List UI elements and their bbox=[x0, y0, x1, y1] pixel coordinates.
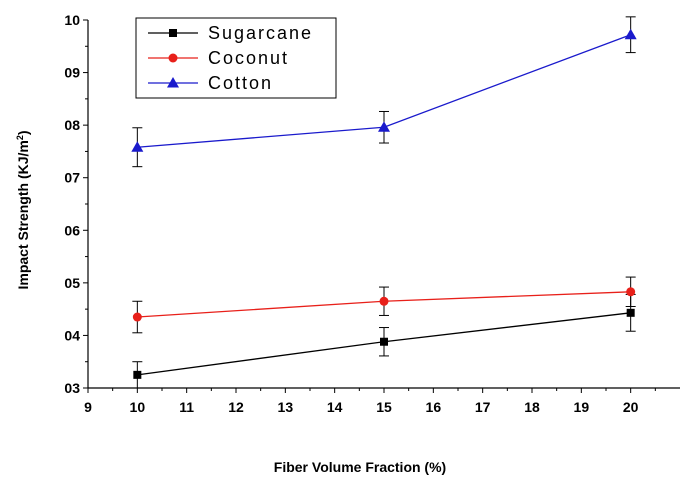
legend-item-sugarcane: Sugarcane bbox=[148, 23, 313, 43]
legend: Sugarcane Coconut Cotton bbox=[135, 17, 337, 99]
x-tick-label: 14 bbox=[327, 399, 343, 415]
legend-label-sugarcane: Sugarcane bbox=[208, 23, 313, 43]
legend-marker-cotton bbox=[167, 77, 179, 88]
y-tick-label: 03 bbox=[64, 380, 80, 396]
x-tick-label: 15 bbox=[376, 399, 392, 415]
data-point-coconut bbox=[379, 296, 389, 306]
x-tick-label: 18 bbox=[524, 399, 540, 415]
series-coconut bbox=[132, 276, 636, 334]
data-point-sugarcane bbox=[133, 370, 142, 379]
data-point-cotton bbox=[624, 28, 637, 40]
legend-item-cotton: Cotton bbox=[148, 73, 273, 93]
series-layer bbox=[131, 16, 637, 389]
x-tick-label: 20 bbox=[623, 399, 639, 415]
x-axis-ticks: 9 10 11 12 13 14 15 16 17 18 19 20 bbox=[84, 388, 656, 415]
x-tick-label: 12 bbox=[228, 399, 244, 415]
y-tick-label: 10 bbox=[64, 12, 80, 28]
series-sugarcane bbox=[132, 293, 636, 389]
x-tick-label: 10 bbox=[130, 399, 146, 415]
data-point-sugarcane bbox=[380, 337, 388, 346]
legend-item-coconut: Coconut bbox=[148, 48, 289, 68]
x-tick-label: 17 bbox=[475, 399, 491, 415]
y-axis-ticks: 03 04 05 06 07 08 09 10 bbox=[64, 12, 88, 396]
legend-label-cotton: Cotton bbox=[208, 73, 273, 93]
data-point-sugarcane bbox=[626, 308, 635, 317]
y-tick-label: 04 bbox=[64, 327, 80, 343]
y-tick-label: 06 bbox=[64, 222, 80, 238]
y-axis-title-end: ) bbox=[15, 130, 31, 135]
y-tick-label: 05 bbox=[64, 275, 80, 291]
y-axis-title-sup: 2 bbox=[15, 135, 25, 140]
series-cotton bbox=[131, 16, 637, 168]
legend-marker-sugarcane bbox=[169, 29, 177, 37]
x-tick-label: 19 bbox=[574, 399, 590, 415]
x-tick-label: 9 bbox=[84, 399, 92, 415]
y-tick-label: 07 bbox=[64, 170, 80, 186]
data-point-coconut bbox=[626, 287, 636, 297]
y-tick-label: 08 bbox=[64, 117, 80, 133]
legend-marker-coconut bbox=[168, 53, 178, 63]
x-tick-label: 11 bbox=[179, 399, 194, 415]
y-axis-title: Impact Strength (KJ/m2) bbox=[15, 130, 31, 289]
x-tick-label: 13 bbox=[278, 399, 294, 415]
legend-label-coconut: Coconut bbox=[208, 48, 289, 68]
y-axis-title-main: Impact Strength (KJ/m bbox=[15, 140, 31, 289]
data-point-cotton bbox=[378, 121, 390, 132]
y-tick-label: 09 bbox=[64, 65, 80, 81]
x-axis-title: Fiber Volume Fraction (%) bbox=[274, 459, 446, 475]
x-tick-label: 16 bbox=[426, 399, 442, 415]
data-point-coconut bbox=[132, 312, 142, 322]
data-point-cotton bbox=[131, 141, 144, 152]
